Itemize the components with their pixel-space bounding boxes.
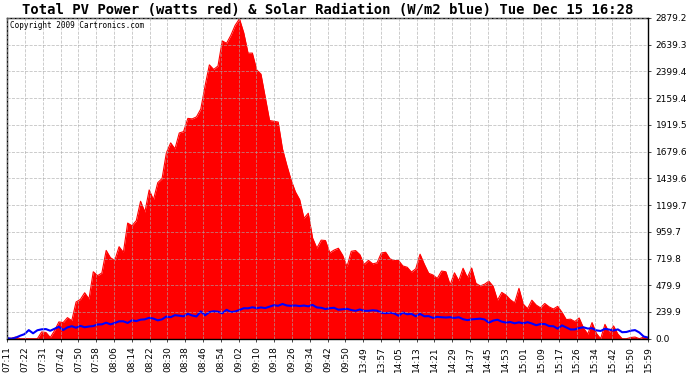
Text: Copyright 2009 Cartronics.com: Copyright 2009 Cartronics.com <box>10 21 145 30</box>
Title: Total PV Power (watts red) & Solar Radiation (W/m2 blue) Tue Dec 15 16:28: Total PV Power (watts red) & Solar Radia… <box>22 3 633 17</box>
